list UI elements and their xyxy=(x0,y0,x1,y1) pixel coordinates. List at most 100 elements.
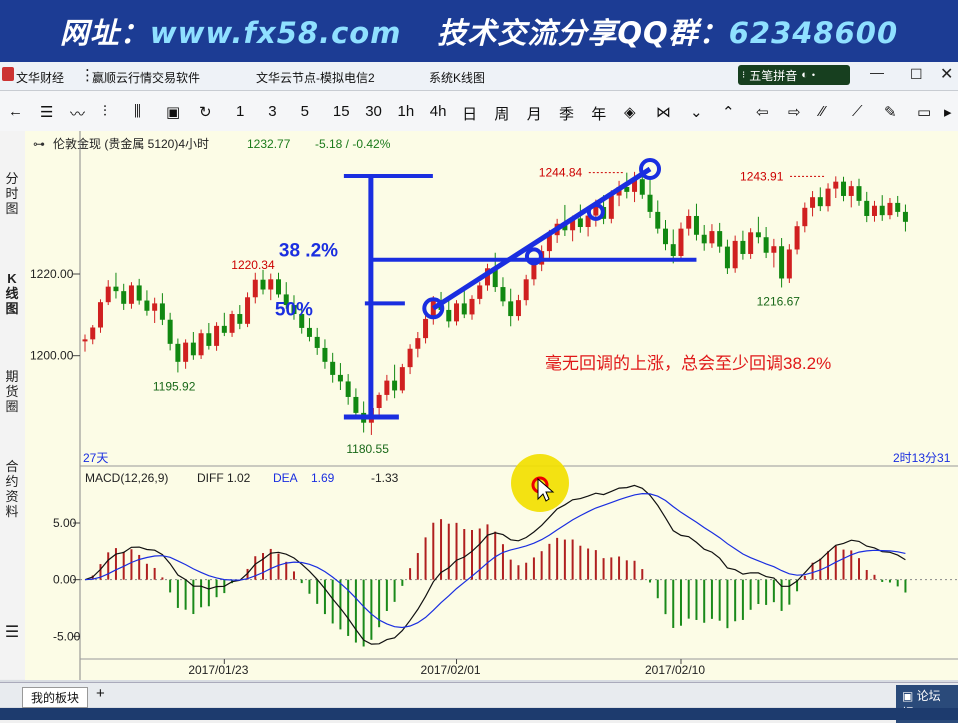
ruler-icon[interactable]: ▭ xyxy=(917,104,932,121)
pen-icon[interactable]: ⁄⁄ xyxy=(820,103,826,120)
save-icon[interactable]: ▣ xyxy=(166,104,181,121)
cursor-highlight xyxy=(511,454,569,512)
back-arrow-icon[interactable]: ← xyxy=(8,103,23,120)
close-button[interactable]: ✕ xyxy=(940,66,954,83)
period-button-0[interactable]: 1 xyxy=(236,103,245,120)
candle-106 xyxy=(902,204,908,232)
candle-body xyxy=(779,246,785,279)
more-icon[interactable]: ▸ xyxy=(944,104,952,121)
maximize-button[interactable]: ☐ xyxy=(910,66,923,82)
candle-25 xyxy=(276,272,281,298)
candle-body xyxy=(794,226,800,250)
tab-trading-software[interactable]: 赢顺云行情交易软件 xyxy=(92,71,201,85)
kline-list-icon[interactable]: ☰ xyxy=(40,104,54,121)
diamond-left-icon[interactable]: ◈ xyxy=(624,104,636,121)
tab-cloud-node[interactable]: 文华云节点-模拟电信2 xyxy=(256,71,375,85)
candle-body xyxy=(345,381,351,397)
candle-0 xyxy=(82,334,88,352)
candle-21 xyxy=(245,292,251,328)
price-annotation-1: 1195.92 xyxy=(153,379,196,393)
ime-indicator[interactable]: ⁝ 五笔拼音 ◐ • xyxy=(738,65,850,85)
candle-body xyxy=(291,305,297,315)
price-annotation-5: 1216.67 xyxy=(757,294,801,308)
annotation-comment: 毫无回调的上涨，总会至少回调38.2% xyxy=(545,354,831,373)
candle-80 xyxy=(701,224,707,251)
period-button-8[interactable]: 周 xyxy=(494,106,510,123)
ime-label: 五笔拼音 xyxy=(749,68,798,83)
candle-body xyxy=(353,396,359,413)
candle-body xyxy=(732,240,738,269)
price-annotation-text: 1180.55 xyxy=(346,442,389,456)
period-button-5[interactable]: 1h xyxy=(397,103,415,120)
candle-44 xyxy=(423,314,429,344)
candle-body xyxy=(833,181,839,189)
candle-6 xyxy=(128,282,134,309)
candle-88 xyxy=(763,227,769,259)
candle-23 xyxy=(260,269,266,295)
arrow-right-icon[interactable]: ⇨ xyxy=(788,104,801,121)
candle-85 xyxy=(740,230,746,260)
tab-futures-circle[interactable]: 期货圈 xyxy=(5,369,19,414)
period-button-7[interactable]: 日 xyxy=(462,106,478,123)
period-button-11[interactable]: 年 xyxy=(591,106,607,123)
edit-icon[interactable]: ✎ xyxy=(884,104,897,121)
draw-line-icon[interactable]: ⟋ xyxy=(852,103,863,120)
tab-contract-info[interactable]: 合约资料 xyxy=(5,459,19,519)
candle-95 xyxy=(817,187,823,212)
period-button-1[interactable]: 3 xyxy=(268,103,277,120)
candle-20 xyxy=(237,305,243,330)
add-tab-button[interactable]: + xyxy=(96,685,105,702)
price-annotation-text: 1244.84 xyxy=(539,166,583,180)
line-chart-icon[interactable]: 〰 xyxy=(70,106,86,123)
chevron-down-icon[interactable]: ⌄ xyxy=(690,104,703,121)
price-chart[interactable]: ⊶ 伦敦金现 (贵金属 5120)4小时 1232.77 -5.18 / -0.… xyxy=(25,131,958,680)
diff-name: DIFF xyxy=(197,471,224,485)
tab-kline[interactable]: 系统K线图 xyxy=(429,71,486,85)
period-button-4[interactable]: 30 xyxy=(365,103,382,120)
candle-body xyxy=(802,207,808,227)
my-sector-tab[interactable]: 我的板块 xyxy=(22,687,89,708)
candle-26 xyxy=(283,282,289,309)
diamond-right-icon[interactable]: ⋈ xyxy=(656,104,671,121)
last-price: 1232.77 xyxy=(247,137,291,151)
candle-55 xyxy=(508,288,514,327)
minimize-button[interactable]: — xyxy=(870,64,884,80)
candle-body xyxy=(748,232,754,254)
candle-body xyxy=(376,394,382,408)
candle-body xyxy=(864,200,870,216)
dea-value: 1.69 xyxy=(311,471,335,485)
candle-body xyxy=(678,228,684,257)
list-icon[interactable]: ☰ xyxy=(4,624,20,641)
period-button-6[interactable]: 4h xyxy=(429,103,447,120)
bar-chart-icon[interactable]: ⫶ xyxy=(103,103,107,120)
period-button-9[interactable]: 月 xyxy=(526,106,542,123)
period-button-2[interactable]: 5 xyxy=(300,103,309,120)
chevron-up-icon[interactable]: ⌃ xyxy=(722,104,735,121)
sector-strip xyxy=(0,682,958,707)
time-left-label: 2时13分31 xyxy=(893,451,951,465)
candle-body xyxy=(306,327,312,337)
menu-icon[interactable]: ⋮ xyxy=(80,67,95,84)
trend-point-0 xyxy=(422,297,445,320)
candle-body xyxy=(724,246,730,269)
candle-body xyxy=(531,264,537,280)
macd-label: MACD(12,26,9) xyxy=(85,471,168,485)
candle-body xyxy=(136,285,142,301)
candle-81 xyxy=(709,224,715,248)
candle-body xyxy=(570,218,576,231)
candle-body xyxy=(546,235,552,252)
candle-icon[interactable]: ⫼ xyxy=(134,103,141,120)
candle-body xyxy=(562,223,568,231)
arrow-left-icon[interactable]: ⇦ xyxy=(756,104,769,121)
mouse-cursor-icon xyxy=(537,477,555,502)
period-button-3[interactable]: 15 xyxy=(332,103,350,120)
candle-99 xyxy=(848,180,854,208)
period-button-10[interactable]: 季 xyxy=(559,106,575,123)
tab-intraday[interactable]: 分时图 xyxy=(5,171,19,216)
tab-kline-chart[interactable]: K线图 xyxy=(5,271,19,316)
candle-42 xyxy=(407,344,413,375)
candle-body xyxy=(384,380,390,395)
candle-33 xyxy=(337,363,343,391)
refresh-icon[interactable]: ↻ xyxy=(199,104,212,121)
candle-41 xyxy=(399,363,405,394)
